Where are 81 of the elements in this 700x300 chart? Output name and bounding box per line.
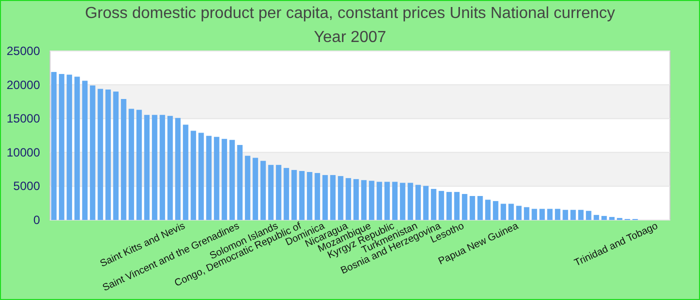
bar [532,208,538,220]
bar [539,208,545,220]
bar [58,74,64,220]
bar [51,72,57,220]
bar [392,182,398,220]
bar [314,173,320,220]
bar [222,138,228,220]
bar [477,196,483,220]
y-tick-label: 5000 [13,179,40,194]
bar [260,160,266,220]
bar [167,116,173,220]
bar [90,85,96,220]
bar [276,164,282,220]
bar [144,114,150,220]
bar [376,182,382,220]
bar [524,207,530,220]
bar [454,192,460,220]
y-tick-label: 15000 [6,112,40,126]
bar [586,210,592,220]
bar [423,186,429,220]
bar [338,176,344,220]
bar [136,110,142,220]
bar [594,214,600,220]
bar [400,182,406,220]
bar [346,178,352,220]
bar [554,208,560,220]
bar [268,164,274,220]
bar [368,180,374,220]
bar [128,108,134,220]
bar [299,170,305,220]
bar [508,204,514,220]
bar [152,114,158,220]
bar [160,114,166,220]
bar [229,140,235,220]
y-tick-label: 25000 [6,44,40,58]
bar [470,196,476,220]
bar [609,216,615,220]
chart-title: Gross domestic product per capita, constant prices Units National currency [84,5,616,22]
y-tick-label: 20000 [6,78,40,92]
bar [175,118,181,220]
bar [306,172,312,220]
bar [237,144,243,220]
y-tick-label: 0 [33,213,40,227]
bar [516,206,522,220]
bar [120,98,126,220]
bar [361,180,367,220]
bar [206,136,212,220]
bar [105,90,111,220]
bar [430,188,436,220]
bar [415,184,421,220]
bar [244,156,250,220]
bar [190,130,196,220]
bar [98,88,104,220]
bar [113,92,119,220]
bar [182,124,188,220]
bar [330,175,336,220]
bar [578,210,584,220]
bar [384,182,390,220]
bar [74,76,80,220]
y-tick-label: 10000 [6,145,40,160]
bar [485,200,491,220]
bar [66,74,72,220]
bar [291,170,297,220]
bar [408,182,414,220]
bar [322,175,328,220]
bar [547,208,553,220]
bar [438,190,444,220]
bar [198,132,204,220]
bar [446,192,452,220]
bar [82,80,88,220]
chart-subtitle: Year 2007 [314,29,386,46]
bar [214,136,220,220]
bar [562,210,568,220]
bar [500,204,506,220]
bar [601,216,607,220]
bar [353,179,359,220]
bar [492,201,498,220]
bar [462,194,468,220]
bar [252,158,258,220]
bar [570,210,576,220]
bar [284,168,290,220]
